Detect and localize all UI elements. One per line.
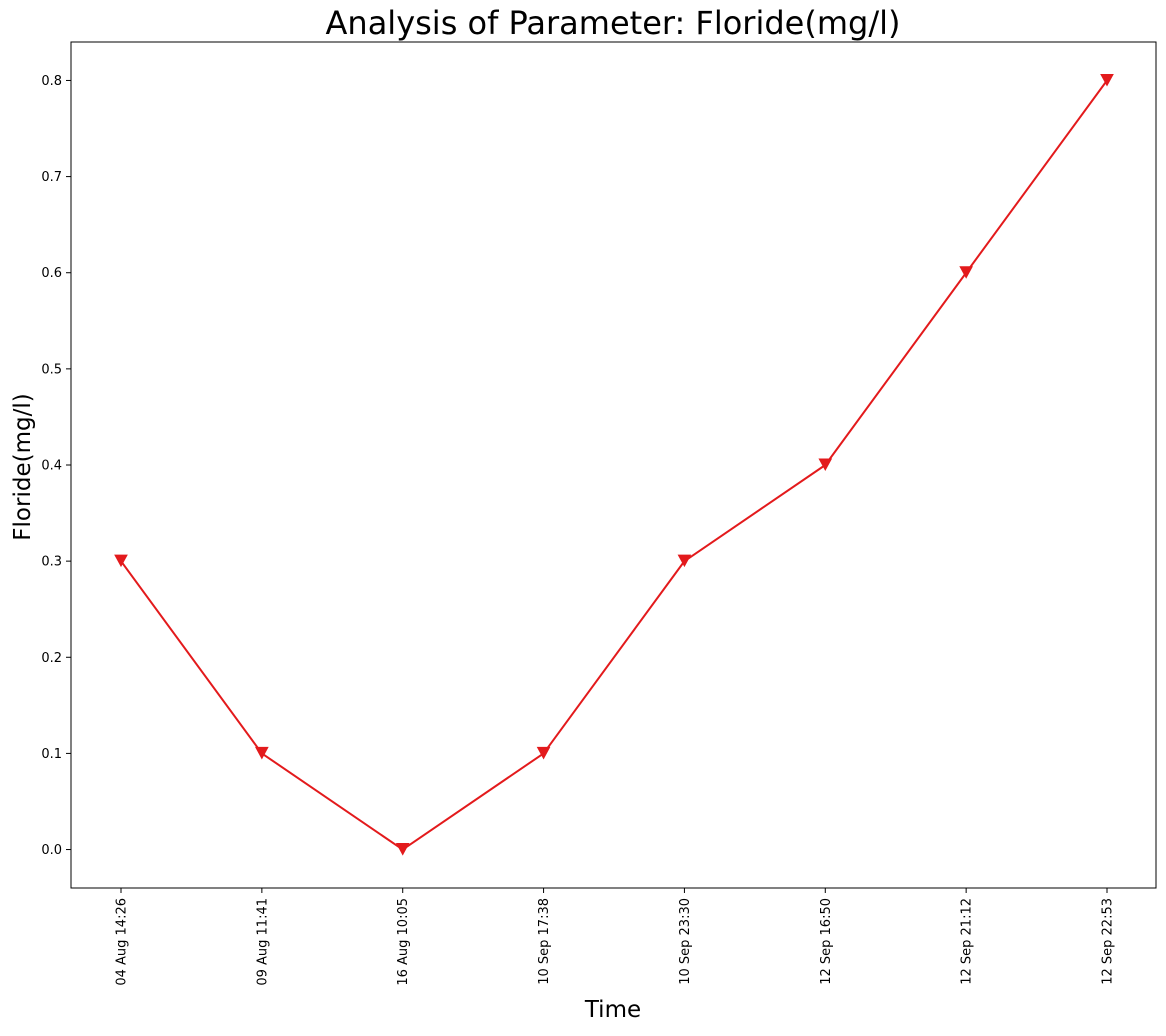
x-axis-ticks: 04 Aug 14:26 09 Aug 11:41 16 Aug 10:05 10 S…: [115, 888, 1116, 986]
x-tick-label: 12 Sep 22:53: [1101, 898, 1116, 985]
data-point: [959, 266, 973, 279]
data-point: [677, 554, 692, 568]
data-point: [255, 746, 269, 760]
y-tick-label: 0.0: [41, 843, 62, 858]
data-point: [395, 843, 410, 856]
chart-title: Analysis of Parameter: Floride(mg/l): [326, 4, 901, 42]
y-axis-ticks: 0.0 0.1 0.2 0.3 0.4 0.5 0.6 0.7 0.8: [41, 74, 71, 858]
x-tick-label: 10 Sep 23:30: [678, 898, 693, 985]
data-point: [1100, 73, 1114, 87]
y-tick-label: 0.6: [41, 266, 62, 281]
y-tick-label: 0.4: [41, 459, 62, 474]
y-tick-label: 0.5: [41, 362, 62, 377]
y-tick-label: 0.7: [41, 170, 62, 185]
plot-frame: [70, 41, 1157, 889]
x-tick-label: 04 Aug 14:26: [115, 898, 130, 986]
plot-content: [114, 73, 1114, 856]
data-point: [114, 554, 128, 568]
x-axis-label: Time: [584, 997, 641, 1023]
data-point: [536, 746, 551, 760]
y-tick-label: 0.1: [41, 747, 62, 762]
x-tick-label: 10 Sep 17:38: [537, 898, 552, 985]
y-tick-label: 0.8: [41, 74, 62, 89]
x-tick-label: 12 Sep 16:50: [819, 898, 834, 985]
data-point: [818, 458, 833, 472]
x-tick-label: 12 Sep 21:12: [960, 898, 975, 985]
y-tick-label: 0.3: [41, 555, 62, 570]
x-tick-label: 09 Aug 11:41: [255, 898, 270, 986]
x-tick-label: 16 Aug 10:05: [396, 898, 411, 986]
y-tick-label: 0.2: [41, 651, 62, 666]
series-line: [119, 79, 1109, 851]
y-axis-label: Floride(mg/l): [10, 393, 36, 540]
